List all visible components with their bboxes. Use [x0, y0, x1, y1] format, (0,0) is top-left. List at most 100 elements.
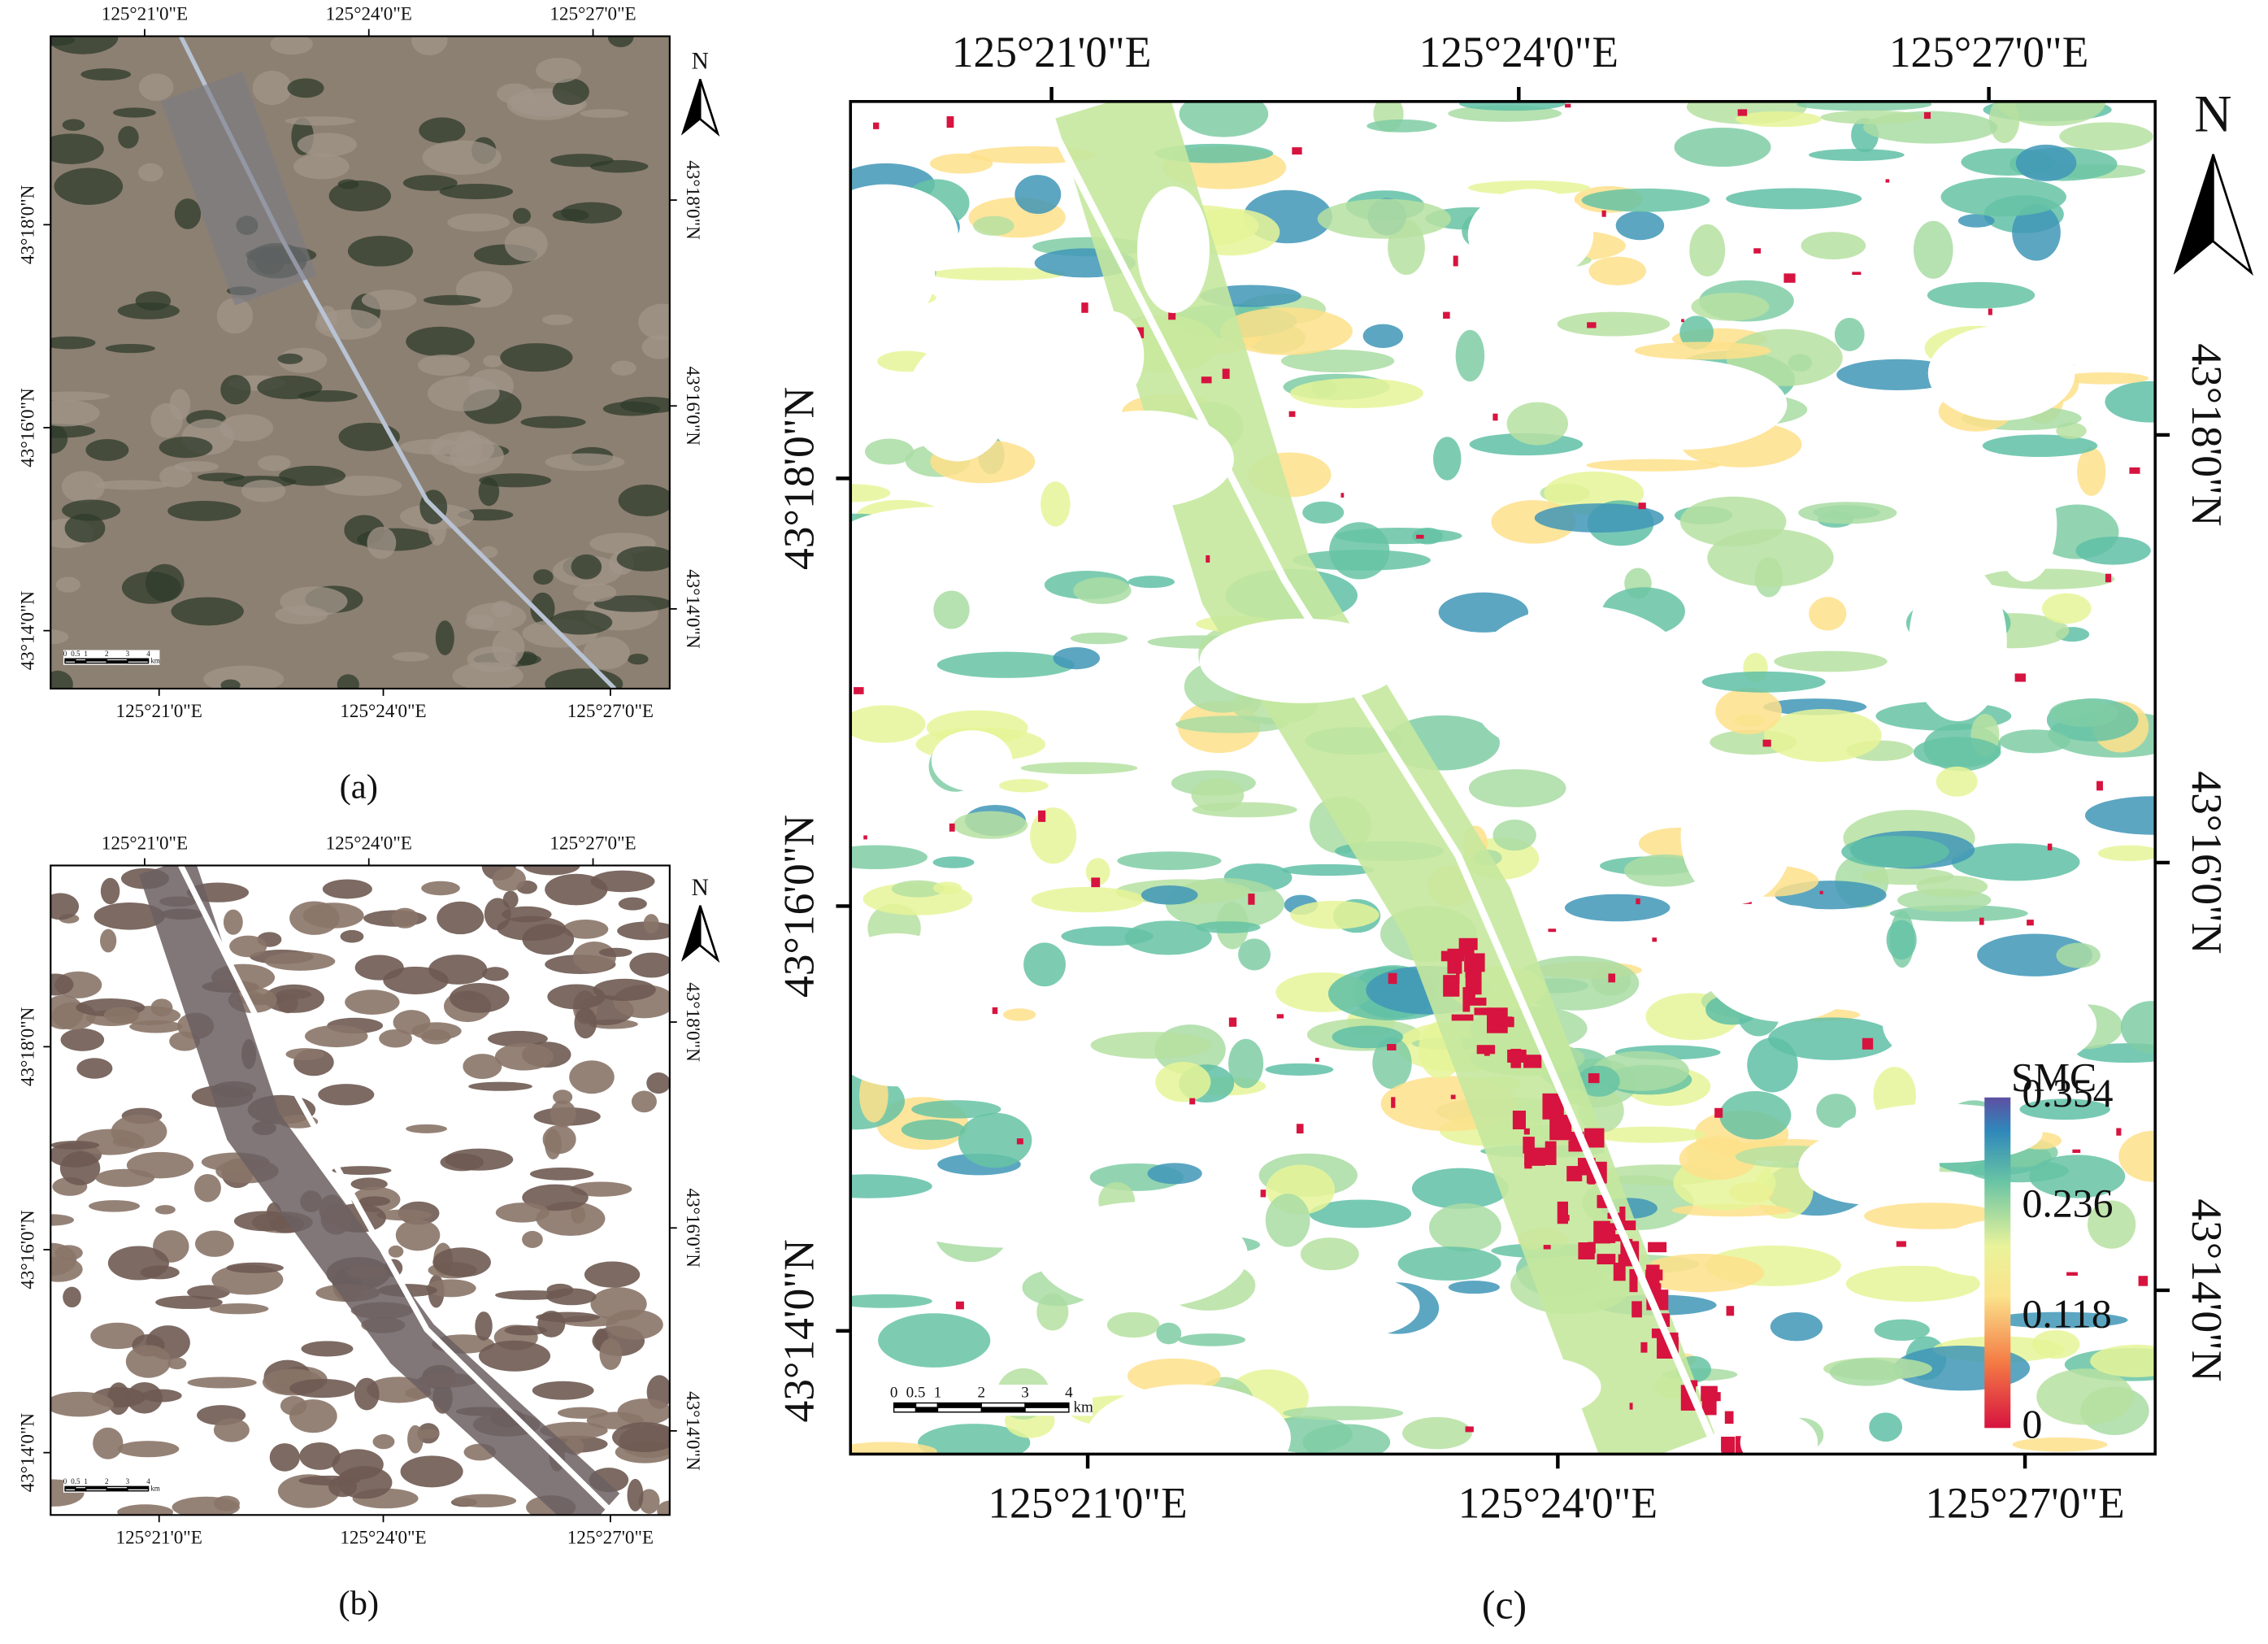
- soil: [532, 1381, 594, 1400]
- scale-segment: [106, 1488, 128, 1492]
- smc-patch: [1679, 315, 1714, 350]
- mask: [850, 933, 981, 1087]
- wet-patch: [2129, 467, 2140, 474]
- soil: [60, 1028, 105, 1051]
- top-tick-label: 125°21'0"E: [102, 833, 188, 855]
- wet-patch: [992, 1007, 998, 1015]
- terrain: [406, 326, 475, 357]
- soil: [226, 1262, 284, 1273]
- smc-patch: [1886, 920, 1917, 960]
- colorbar: [1984, 1097, 2011, 1429]
- soil: [50, 1214, 74, 1226]
- scale-segment: [893, 1402, 917, 1408]
- soil: [547, 984, 606, 1010]
- terrain: [50, 399, 100, 427]
- mask: [1467, 189, 1594, 281]
- map-frame: [50, 35, 671, 690]
- scale-segment: [1024, 1402, 1070, 1408]
- smc-patch: [973, 215, 1015, 236]
- soil: [95, 1168, 155, 1187]
- wet-patch: [1260, 1190, 1267, 1198]
- scale-bar: 0 0.5 1 2 3 4km: [890, 1385, 1093, 1416]
- wet-patch: [1631, 1301, 1642, 1318]
- terrain: [439, 184, 514, 200]
- wet-patch: [1638, 502, 1646, 510]
- terrain: [520, 415, 586, 428]
- smc-patch: [2121, 1001, 2156, 1054]
- terrain: [602, 401, 660, 416]
- right-tick-label: 43°14'0"N: [682, 1391, 703, 1471]
- wet-patch: [1604, 1223, 1616, 1243]
- scale-label: 0: [63, 650, 67, 658]
- map-frame: [50, 864, 671, 1516]
- soil: [606, 1309, 663, 1340]
- panel-caption: (c): [1482, 1583, 1527, 1628]
- soil: [522, 1184, 589, 1211]
- soil: [482, 967, 509, 981]
- terrain: [50, 336, 96, 350]
- wet-patch: [1484, 1046, 1490, 1056]
- soil: [629, 952, 670, 978]
- soil: [468, 1081, 532, 1091]
- wet-patch: [1296, 1124, 1304, 1134]
- terrain: [50, 391, 110, 401]
- wet-patch: [1443, 311, 1450, 319]
- soil: [332, 1166, 392, 1175]
- wet-patch: [1038, 810, 1046, 822]
- terrain: [607, 36, 634, 48]
- smc-patch: [1581, 188, 1710, 212]
- soil: [569, 1060, 615, 1094]
- terrain: [552, 78, 589, 106]
- smc-patch: [2015, 144, 2077, 181]
- wet-patch: [1492, 413, 1498, 421]
- soil: [50, 1391, 115, 1417]
- terrain: [492, 628, 525, 666]
- wet-patch: [946, 115, 954, 128]
- soil: [372, 1434, 395, 1450]
- smc-patch: [1874, 1319, 1930, 1342]
- terrain: [85, 438, 129, 461]
- smc-patch: [2077, 447, 2106, 496]
- smc-patch: [1141, 885, 1198, 905]
- mask: [1680, 768, 1793, 905]
- terrain: [532, 569, 554, 585]
- wet-patch: [1451, 1014, 1474, 1021]
- smc-patch: [1809, 149, 1905, 161]
- soil: [340, 929, 364, 943]
- terrain: [411, 36, 448, 56]
- wet-patch: [1588, 1177, 1596, 1185]
- terrain: [530, 592, 555, 625]
- mask: [1701, 904, 1867, 1022]
- terrain: [241, 480, 286, 502]
- smc-patch: [850, 1294, 932, 1308]
- soil: [391, 907, 419, 929]
- terrain: [638, 303, 670, 341]
- wet-patch: [1588, 1242, 1596, 1254]
- soil: [449, 982, 510, 1013]
- soil: [475, 1311, 493, 1341]
- terrain: [50, 629, 69, 645]
- mask: [906, 341, 1010, 462]
- smc-patch: [1220, 307, 1353, 355]
- soil: [631, 1090, 657, 1113]
- terrain: [552, 209, 589, 222]
- soil: [264, 951, 336, 971]
- soil: [546, 1283, 574, 1297]
- legend-tick-label: 0: [2023, 1402, 2043, 1446]
- wet-patch: [1453, 255, 1458, 267]
- top-tick-label: 125°27'0"E: [550, 4, 636, 25]
- soil: [285, 1048, 325, 1060]
- soil: [627, 1478, 644, 1511]
- top-tick-label: 125°27'0"E: [550, 833, 636, 855]
- soil: [100, 877, 120, 905]
- smc-patch: [1459, 101, 1566, 111]
- soil: [540, 1421, 608, 1440]
- terrain: [150, 402, 183, 438]
- smc-patch: [2087, 1200, 2136, 1249]
- smc-patch: [1448, 1281, 1500, 1294]
- scale-segment: [85, 660, 108, 664]
- wet-patch: [1228, 1017, 1237, 1027]
- right-tick-label: 43°18'0"N: [682, 160, 703, 240]
- soil: [93, 902, 166, 930]
- wet-patch: [863, 835, 867, 840]
